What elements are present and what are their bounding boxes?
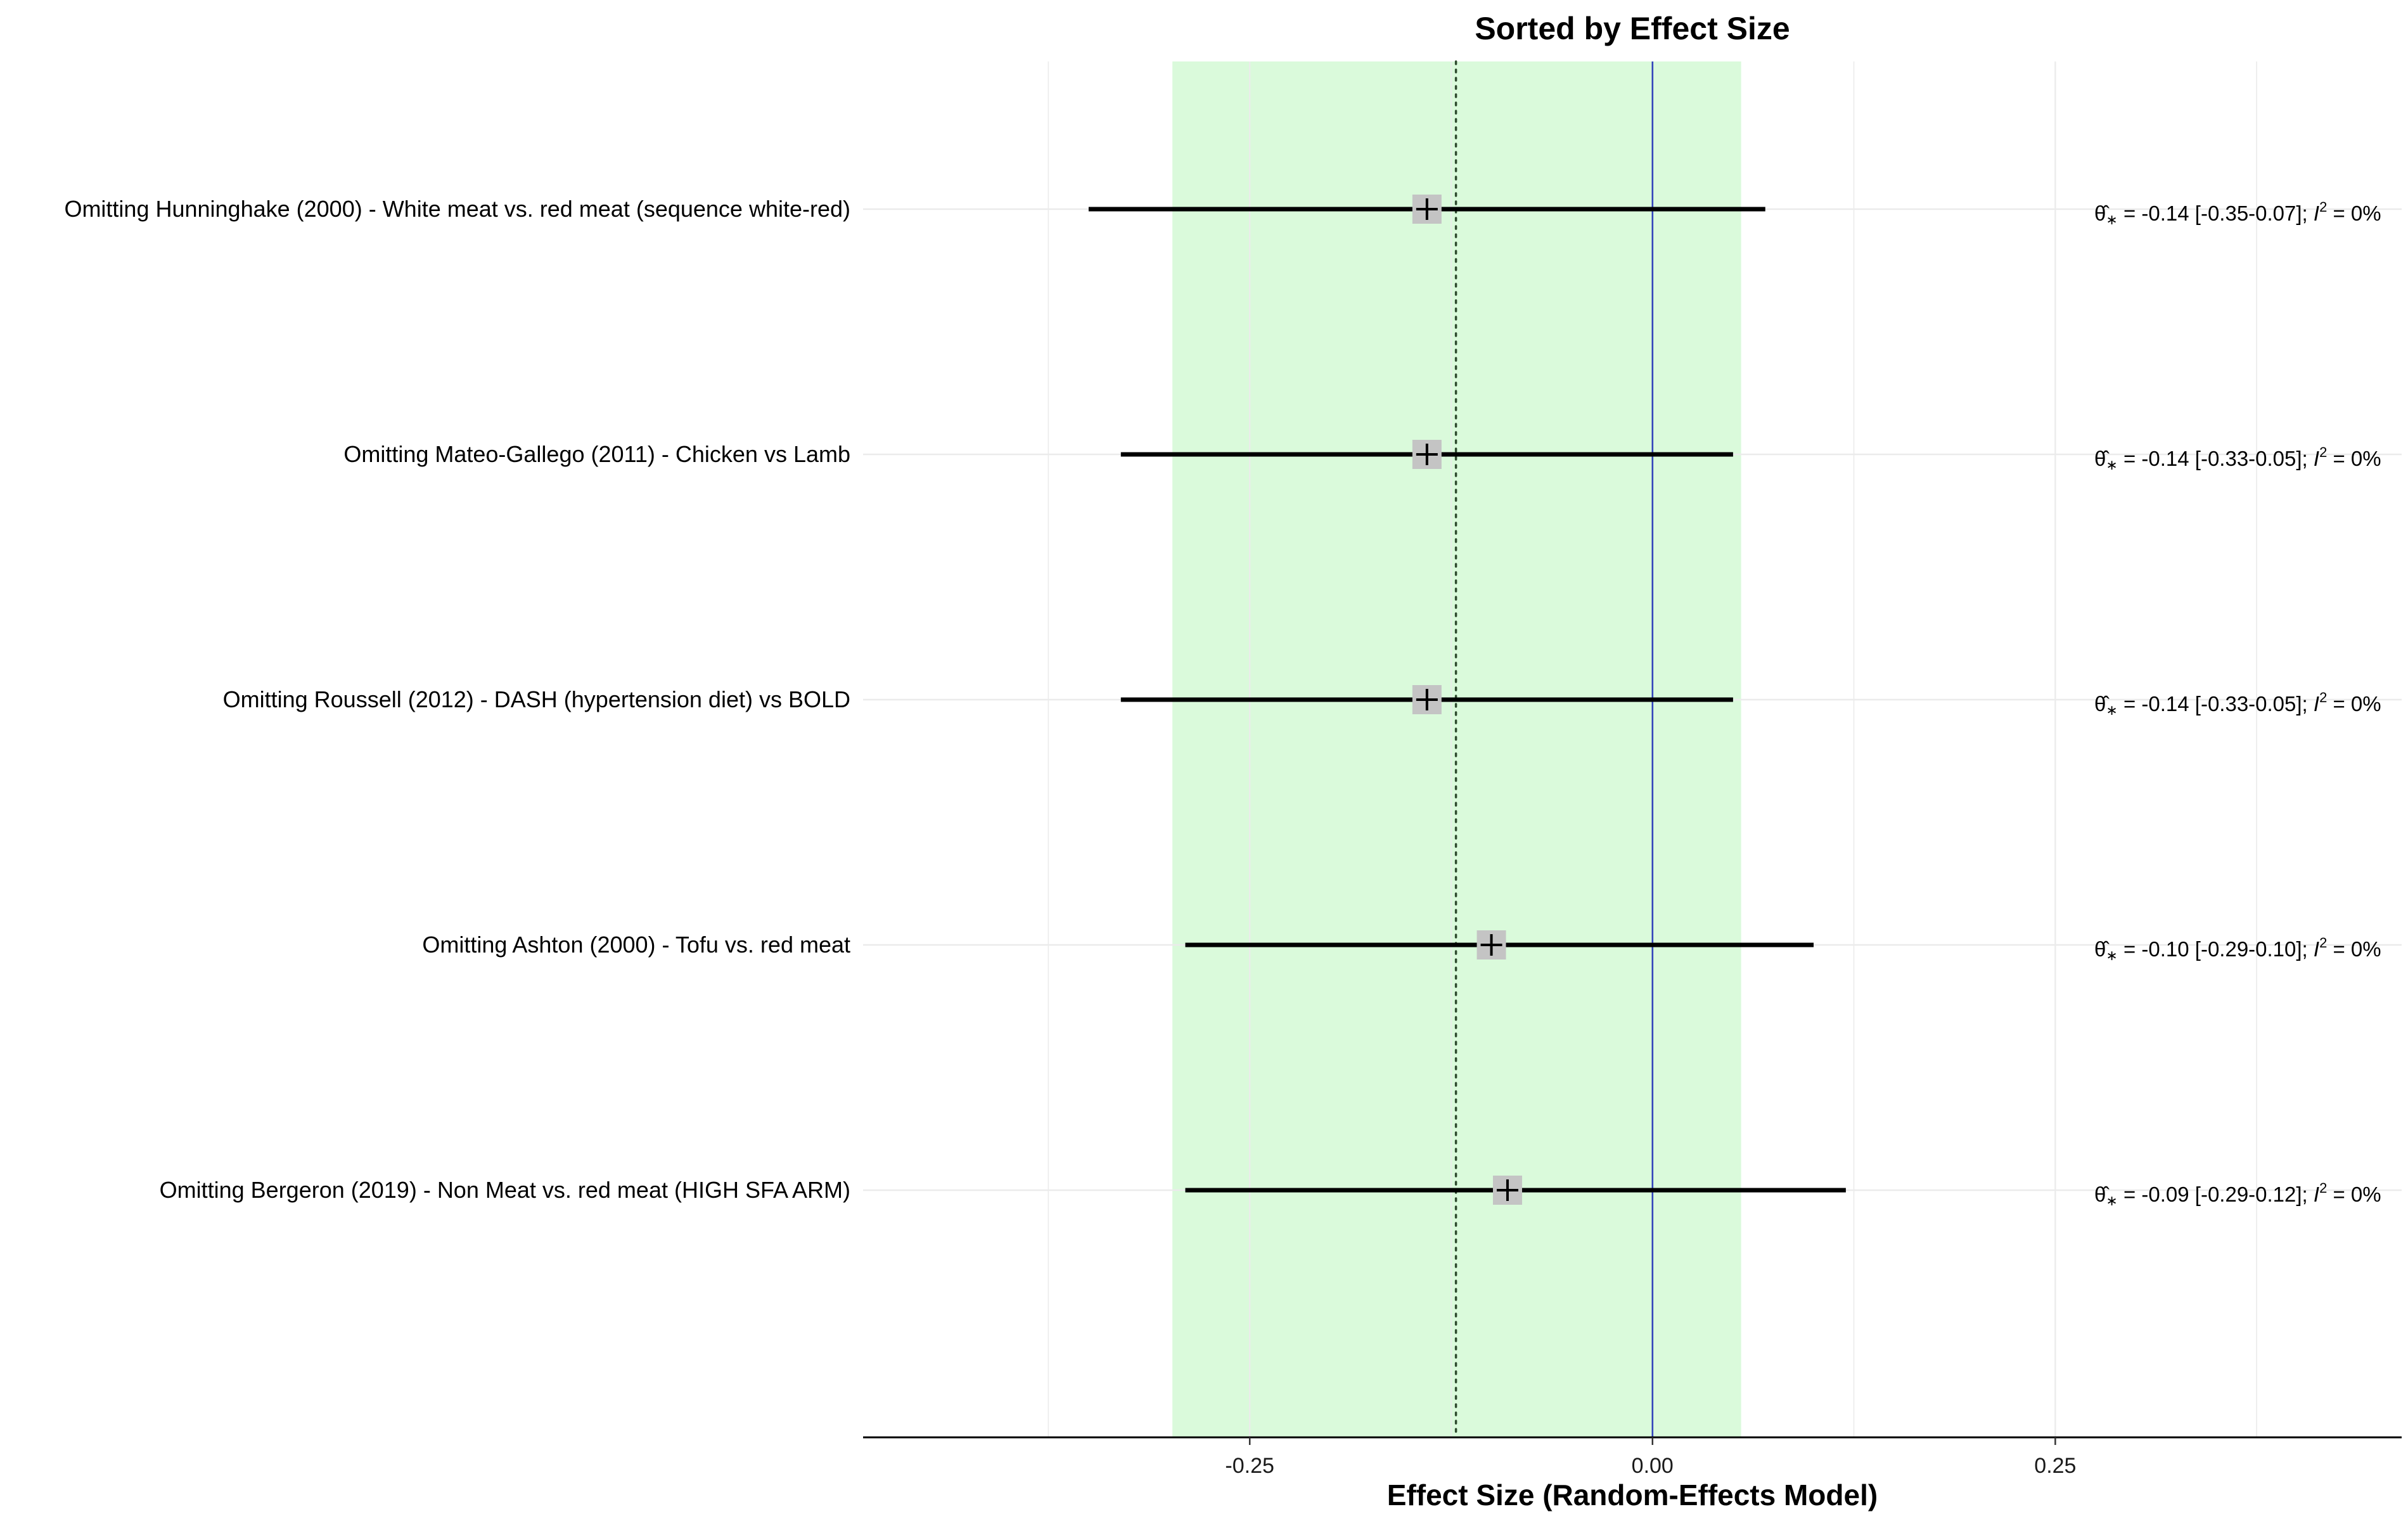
i-squared-value: = 0%: [2327, 937, 2381, 961]
i-squared-superscript: 2: [2319, 1180, 2327, 1196]
study-label: Omitting Ashton (2000) - Tofu vs. red me…: [422, 932, 850, 958]
study-annotation: θ̂∗ = -0.14 [-0.33-0.05]; I2 = 0%: [2094, 690, 2381, 718]
theta-subscript: ∗: [2106, 1193, 2117, 1209]
x-tick-label: 0.25: [2034, 1454, 2076, 1478]
study-label: Omitting Mateo-Gallego (2011) - Chicken …: [343, 441, 850, 467]
i-squared-symbol: I: [2314, 447, 2319, 470]
i-squared-symbol: I: [2314, 1183, 2319, 1206]
reference-lines-group: [1454, 60, 1654, 1439]
studies-group: Omitting Hunninghake (2000) - White meat…: [64, 195, 2381, 1209]
study-label: Omitting Roussell (2012) - DASH (hyperte…: [223, 686, 850, 712]
i-squared-value: = 0%: [2327, 692, 2381, 716]
x-tick-label: -0.25: [1225, 1454, 1274, 1478]
study-row: Omitting Ashton (2000) - Tofu vs. red me…: [422, 930, 2381, 963]
i-squared-superscript: 2: [2319, 199, 2327, 215]
annotation-value: = -0.14 [-0.33-0.05];: [2118, 447, 2314, 470]
theta-subscript: ∗: [2106, 212, 2117, 228]
i-squared-superscript: 2: [2319, 444, 2327, 460]
annotation-value: = -0.14 [-0.35-0.07];: [2118, 202, 2314, 225]
theta-subscript: ∗: [2106, 702, 2117, 718]
chart-title: Sorted by Effect Size: [1475, 11, 1790, 46]
study-row: Omitting Roussell (2012) - DASH (hyperte…: [223, 685, 2381, 718]
study-annotation: θ̂∗ = -0.14 [-0.35-0.07]; I2 = 0%: [2094, 199, 2381, 228]
study-row: Omitting Bergeron (2019) - Non Meat vs. …: [160, 1176, 2381, 1209]
x-axis-group: -0.25 0.00 0.25: [863, 1436, 2402, 1478]
annotation-value: = -0.09 [-0.29-0.12];: [2118, 1183, 2314, 1206]
i-squared-value: = 0%: [2327, 447, 2381, 470]
study-annotation: θ̂∗ = -0.14 [-0.33-0.05]; I2 = 0%: [2094, 444, 2381, 473]
study-label: Omitting Bergeron (2019) - Non Meat vs. …: [160, 1177, 850, 1203]
i-squared-symbol: I: [2314, 692, 2319, 716]
i-squared-value: = 0%: [2327, 202, 2381, 225]
i-squared-superscript: 2: [2319, 690, 2327, 705]
annotation-value: = -0.10 [-0.29-0.10];: [2118, 937, 2314, 961]
theta-subscript: ∗: [2106, 947, 2117, 963]
i-squared-symbol: I: [2314, 937, 2319, 961]
theta-subscript: ∗: [2106, 457, 2117, 473]
x-axis-label: Effect Size (Random-Effects Model): [1387, 1479, 1878, 1511]
x-tick-label: 0.00: [1632, 1454, 1674, 1478]
study-annotation: θ̂∗ = -0.10 [-0.29-0.10]; I2 = 0%: [2094, 935, 2381, 963]
i-squared-superscript: 2: [2319, 935, 2327, 951]
study-label: Omitting Hunninghake (2000) - White meat…: [64, 196, 850, 222]
i-squared-value: = 0%: [2327, 1183, 2381, 1206]
study-annotation: θ̂∗ = -0.09 [-0.29-0.12]; I2 = 0%: [2094, 1180, 2381, 1209]
annotation-value: = -0.14 [-0.33-0.05];: [2118, 692, 2314, 716]
study-row: Omitting Mateo-Gallego (2011) - Chicken …: [343, 440, 2381, 473]
study-row: Omitting Hunninghake (2000) - White meat…: [64, 195, 2381, 228]
i-squared-symbol: I: [2314, 202, 2319, 225]
